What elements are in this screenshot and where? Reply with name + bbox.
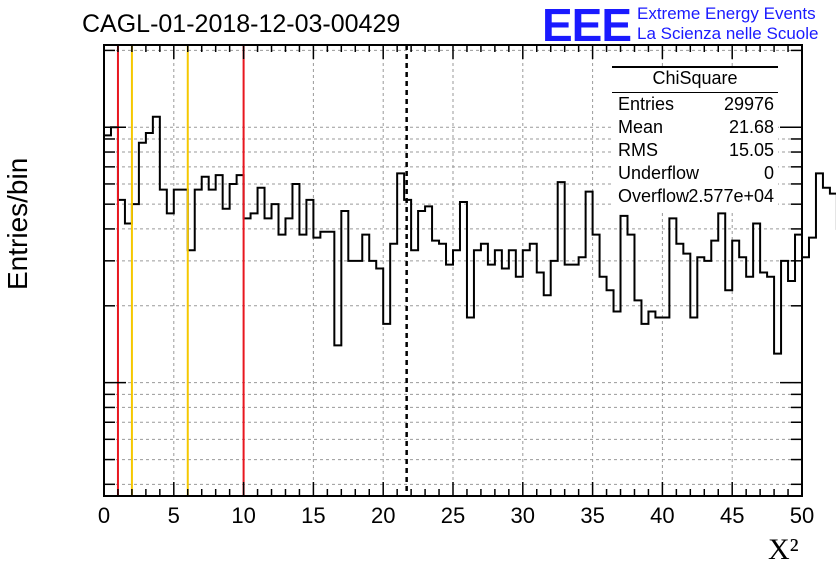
stat-value: 29976	[723, 94, 774, 114]
stat-key: Mean	[618, 117, 664, 137]
x-tick-label: 30	[511, 503, 535, 528]
stat-row-rms: RMS 15.05	[618, 140, 774, 163]
page-title: CAGL-01-2018-12-03-00429	[82, 10, 401, 38]
stat-value: 21.68	[728, 117, 774, 137]
x-tick-label: 35	[580, 503, 604, 528]
eee-logo: EEE	[542, 0, 632, 51]
tick-labels: 051015202530354045501010²	[64, 0, 814, 528]
x-tick-label: 10	[231, 503, 255, 528]
stat-key: Underflow	[618, 163, 700, 183]
y-tick-label: 10	[72, 0, 96, 5]
stat-value: 0	[763, 163, 774, 183]
logo-line-2: La Scienza nelle Scuole	[637, 24, 819, 43]
x-tick-label: 20	[371, 503, 395, 528]
stat-row-entries: Entries 29976	[618, 94, 774, 117]
stat-value: 2.577e+04	[688, 186, 774, 206]
x-tick-label: 0	[98, 503, 110, 528]
stat-key: Overflow	[618, 186, 690, 206]
stat-row-mean: Mean 21.68	[618, 117, 774, 140]
stat-row-underflow: Underflow 0	[618, 163, 774, 186]
x-axis-label: X²	[768, 533, 799, 566]
y-tick-label: 10²	[64, 0, 96, 5]
stats-divider	[612, 92, 778, 93]
axis-ticks	[103, 45, 803, 496]
x-tick-label: 25	[441, 503, 465, 528]
logo-line-1: Extreme Energy Events	[637, 4, 816, 23]
stat-value: 15.05	[728, 140, 774, 160]
stat-key: Entries	[618, 94, 675, 114]
x-tick-label: 40	[650, 503, 674, 528]
x-tick-label: 5	[168, 503, 180, 528]
x-tick-label: 50	[790, 503, 814, 528]
stats-title: ChiSquare	[652, 68, 738, 88]
stats-box: ChiSquare Entries 29976 Mean 21.68 RMS 1…	[612, 66, 778, 210]
stat-row-overflow: Overflow 2.577e+04	[618, 186, 774, 209]
x-tick-label: 15	[301, 503, 325, 528]
stat-key: RMS	[618, 140, 658, 160]
vertical-markers	[116, 45, 408, 496]
y-axis-label: Entries/bin	[2, 157, 33, 290]
x-tick-label: 45	[720, 503, 744, 528]
